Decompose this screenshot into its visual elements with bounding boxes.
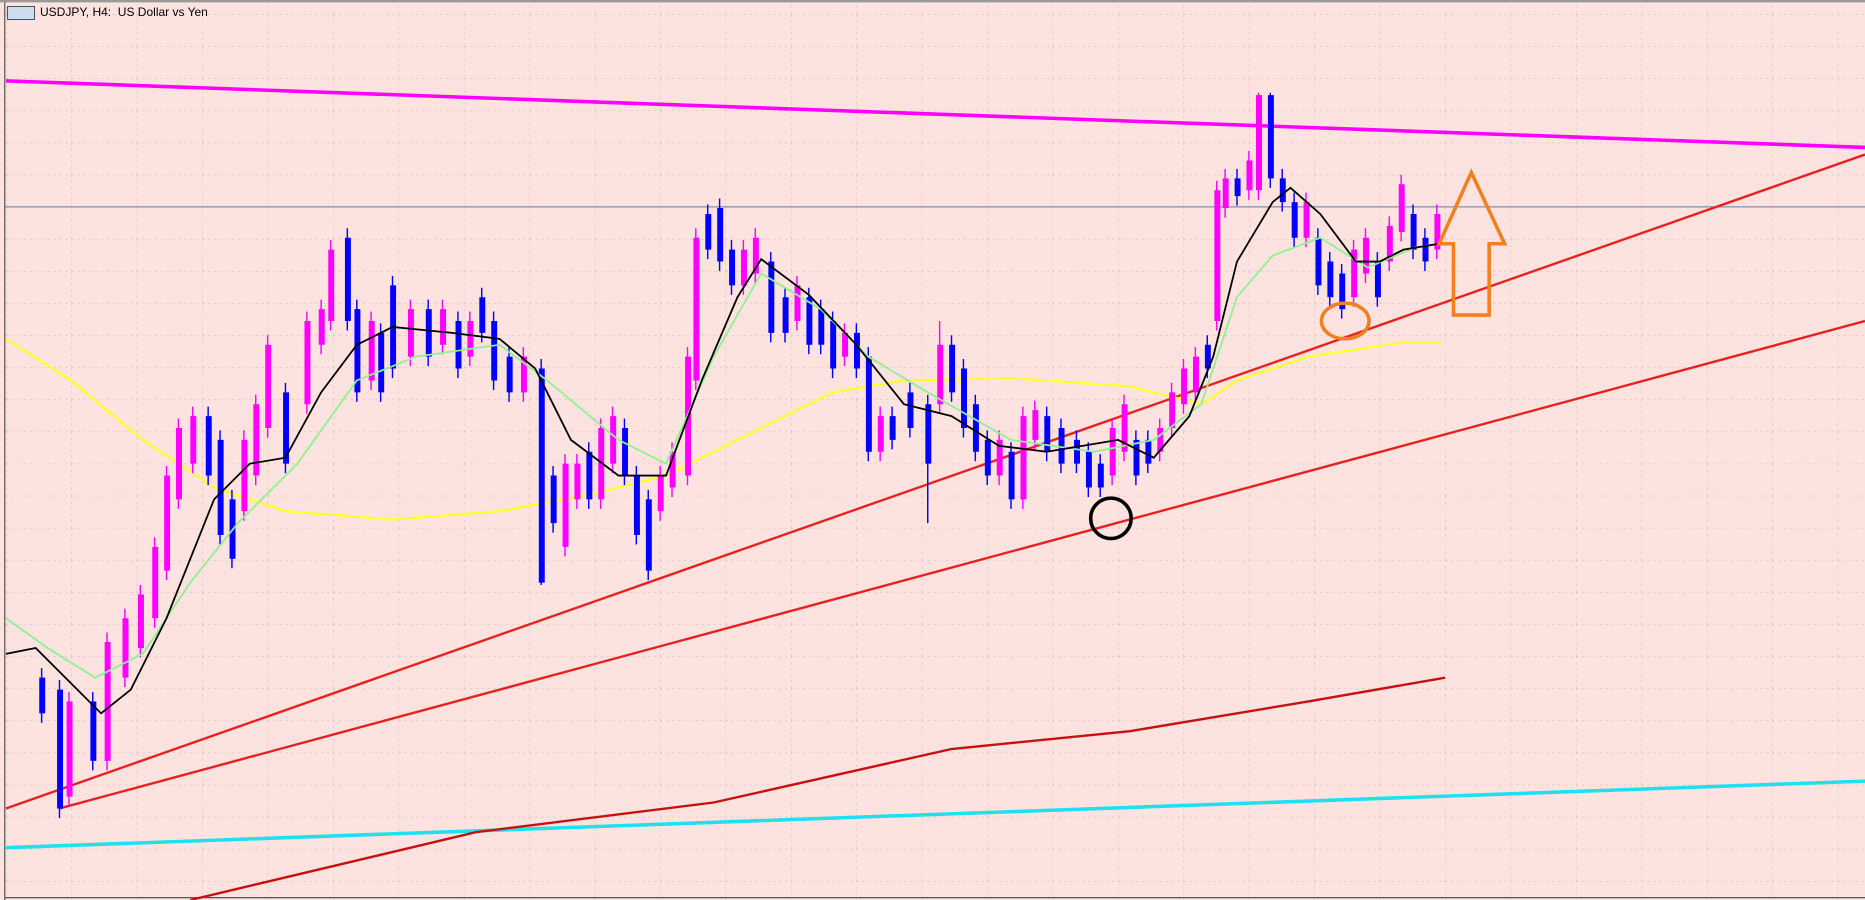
- signal-moving-average: [5, 186, 1440, 715]
- support-trendline: [5, 153, 1865, 810]
- chart-icon: [7, 6, 35, 20]
- moving-average: [5, 337, 1442, 521]
- support-trendline: [59, 319, 1865, 810]
- highlight-circle: [1088, 496, 1133, 541]
- cyan-trendline: [5, 779, 1865, 850]
- up-arrow: [1436, 168, 1508, 317]
- window-title: USDJPY, H4: US Dollar vs Yen: [40, 5, 208, 19]
- fast-moving-average: [5, 236, 1440, 679]
- chart-border: [0, 0, 1865, 3]
- long-moving-average: [190, 676, 1446, 900]
- grid: [4, 0, 1865, 900]
- resistance-trendline: [5, 79, 1865, 150]
- highlight-ellipse: [1319, 301, 1371, 341]
- bearish-candles: [39, 95, 1429, 809]
